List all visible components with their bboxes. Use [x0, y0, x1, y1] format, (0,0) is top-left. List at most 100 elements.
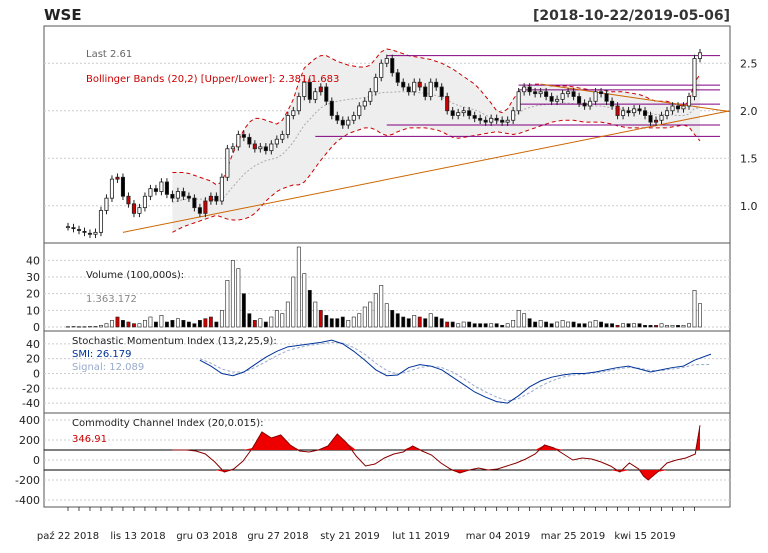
candle-body: [615, 105, 620, 116]
candle-body: [467, 110, 472, 116]
volume-bar: [143, 320, 147, 328]
candle-body: [384, 58, 389, 64]
volume-bar: [148, 316, 153, 328]
candle-body: [104, 197, 109, 211]
candle-body: [461, 110, 466, 114]
smi-tick-label: -20: [22, 382, 40, 395]
volume-bar: [670, 325, 675, 328]
cci-value-label: 346.91: [72, 434, 107, 445]
candle-body: [230, 146, 235, 150]
candle-body: [252, 143, 257, 150]
cci-tick-label: 0: [33, 454, 40, 467]
candle-body: [98, 210, 104, 233]
volume-last-label: 1.363.172: [86, 294, 137, 305]
volume-bar: [472, 323, 477, 328]
candle-body: [203, 200, 208, 214]
x-tick-label: mar 04 2019: [466, 531, 531, 542]
smi-tick-label: -40: [22, 397, 40, 410]
volume-bar: [533, 321, 538, 328]
candle-body: [412, 81, 417, 93]
volume-bar: [181, 320, 186, 328]
volume-bar: [489, 323, 494, 328]
volume-bar: [593, 320, 598, 328]
candle-body: [351, 115, 356, 121]
candle-body: [280, 134, 285, 140]
candle-body: [258, 146, 263, 150]
volume-bar: [269, 316, 274, 328]
candle-body: [274, 138, 279, 145]
candle-body: [522, 86, 527, 93]
volume-bar: [483, 323, 488, 328]
x-tick-label: gru 27 2018: [247, 531, 308, 542]
candle-body: [593, 91, 598, 102]
candle-body: [588, 100, 593, 107]
volume-bar: [588, 321, 593, 328]
candle-body: [511, 110, 516, 121]
candle-body: [549, 96, 554, 102]
candle-body: [417, 81, 422, 88]
volume-bar: [467, 321, 472, 328]
candle-body: [423, 86, 428, 97]
cci-tick-label: -200: [15, 474, 40, 487]
candle-body: [478, 117, 483, 121]
volume-bar: [351, 316, 356, 328]
volume-bar: [687, 323, 691, 328]
candle-body: [505, 119, 510, 123]
smi-signal-line: [199, 341, 711, 402]
bollinger-upper-line: [172, 48, 701, 186]
volume-bar: [192, 323, 197, 328]
candle-body: [516, 91, 521, 112]
candle-body: [681, 105, 686, 110]
candle-body: [126, 195, 131, 205]
candle-body: [538, 91, 543, 95]
volume-bar: [478, 323, 483, 328]
volume-bar: [505, 323, 510, 328]
volume-bar: [566, 321, 571, 328]
candle-body: [445, 96, 450, 112]
cci-tick-label: 400: [19, 414, 40, 427]
candle-body: [120, 176, 125, 197]
volume-bar: [82, 326, 87, 328]
volume-bar: [110, 320, 114, 328]
smi-value-label: SMI: 26.179: [72, 349, 131, 360]
candle-body: [329, 100, 334, 116]
candle-body: [643, 110, 648, 116]
volume-bar: [307, 290, 312, 328]
cci-tick-label: -400: [15, 494, 40, 507]
volume-bar: [549, 323, 554, 328]
volume-bar: [516, 310, 521, 328]
candle-body: [373, 77, 378, 93]
volume-bar: [555, 321, 560, 328]
candle-body: [285, 115, 290, 135]
cci-title: Commodity Channel Index (20,0.015):: [72, 418, 264, 429]
candle-body: [225, 148, 230, 178]
volume-bar: [379, 285, 384, 328]
volume-bar: [126, 321, 131, 328]
x-tick-label: kwi 15 2019: [614, 531, 675, 542]
volume-bar: [335, 318, 340, 328]
candle-body: [632, 108, 637, 114]
candle-body: [219, 176, 224, 202]
candle-body: [269, 143, 274, 152]
volume-bar: [417, 316, 422, 328]
candle-body: [335, 115, 340, 121]
volume-bar: [285, 301, 290, 328]
volume-bar: [428, 313, 433, 328]
volume-bar: [274, 310, 279, 328]
volume-tick-label: 20: [26, 288, 40, 301]
volume-bar: [522, 313, 527, 328]
candle-body: [65, 226, 71, 229]
candle-body: [115, 176, 120, 180]
volume-bar: [291, 276, 296, 328]
volume-bar: [280, 313, 285, 328]
candle-body: [302, 81, 307, 97]
candle-body: [697, 52, 703, 59]
volume-bar: [203, 318, 208, 328]
volume-bar: [681, 325, 686, 328]
volume-bar: [170, 320, 175, 328]
candle-body: [291, 110, 296, 116]
candle-body: [604, 93, 609, 102]
volume-bar: [208, 316, 213, 328]
candle-body: [87, 232, 93, 235]
smi-title: Stochastic Momentum Index (13,2,25,9):: [72, 336, 277, 347]
